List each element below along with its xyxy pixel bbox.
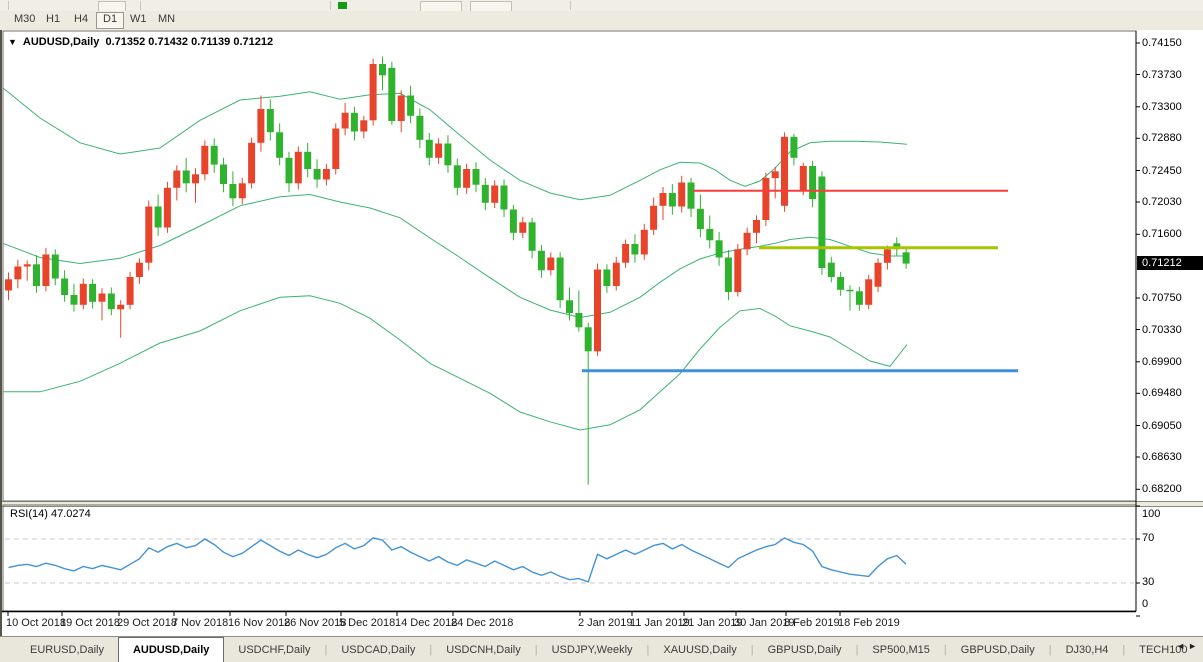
toolbar-separator: [8, 1, 9, 10]
tab-separator: |: [943, 643, 947, 656]
chart-tab-usdjpy-weekly[interactable]: USDJPY,Weekly: [551, 643, 633, 656]
date-axis[interactable]: [2, 612, 1203, 636]
timeframe-button-h4[interactable]: H4: [74, 13, 89, 25]
date-axis-label: 19 Oct 2018: [60, 617, 120, 629]
chart-tab-bar: EURUSD,Daily AUDUSD,Daily USDCHF,Daily | USD…: [0, 636, 1203, 662]
price-axis-label: 0.68630: [1142, 451, 1182, 463]
tab-separator: |: [750, 643, 754, 656]
rsi-value: 47.0274: [50, 508, 91, 520]
tab-scroll-left-icon[interactable]: ◄: [1176, 641, 1189, 651]
chart-tab-gbpusd-daily[interactable]: GBPUSD,Daily: [960, 643, 1035, 656]
date-axis-label: 7 Nov 2018: [172, 617, 229, 629]
chart-canvas[interactable]: [0, 30, 1203, 636]
chart-tab-eurusd-daily[interactable]: EURUSD,Daily: [30, 643, 104, 656]
price-axis-label: 0.70750: [1142, 292, 1182, 304]
timeframe-button-h1[interactable]: H1: [46, 13, 61, 25]
price-axis-label: 0.71600: [1142, 228, 1182, 241]
tab-separator: |: [324, 643, 328, 656]
tab-separator: |: [1122, 643, 1126, 656]
ohlc-high: 0.71432: [148, 36, 189, 48]
green-indicator-icon: [338, 2, 347, 9]
tab-separator: |: [646, 643, 650, 656]
tab-separator: |: [429, 643, 433, 656]
date-axis-label: 8 Feb 2019: [784, 617, 840, 629]
price-axis-label: 0.72880: [1142, 132, 1182, 145]
tab-scroll-right-icon[interactable]: ►: [1188, 641, 1200, 651]
rsi-axis-label: 70: [1142, 532, 1155, 544]
date-axis-label: 26 Nov 2018: [284, 617, 347, 629]
chart-tab-audusd-daily[interactable]: AUDUSD,Daily: [117, 637, 225, 662]
toolbar-separator: [330, 1, 331, 10]
date-axis-label: 10 Oct 2018: [6, 617, 66, 629]
chart-tab-xauusd-daily[interactable]: XAUUSD,Daily: [663, 643, 737, 656]
price-axis-label: 0.74150: [1142, 37, 1182, 49]
date-axis-label: 18 Feb 2019: [838, 617, 900, 629]
ohlc-low: 0.71139: [191, 36, 231, 48]
ohlc-open: 0.71352: [105, 36, 146, 48]
chart-tab-gbpusd-daily[interactable]: GBPUSD,Daily: [767, 643, 842, 656]
panel-splitter[interactable]: [2, 501, 1203, 507]
price-axis-label: 0.72030: [1142, 196, 1182, 208]
price-axis-label: 0.70330: [1142, 323, 1182, 336]
price-axis-label: 0.69900: [1142, 355, 1182, 368]
tab-separator: |: [534, 643, 538, 656]
chevron-down-icon[interactable]: ▼: [8, 37, 17, 47]
date-axis-label: 16 Nov 2018: [228, 617, 291, 629]
date-axis-label: 2 Jan 2019: [578, 617, 633, 629]
ohlc-close: 0.71212: [233, 36, 274, 48]
price-axis-label: 0.72450: [1142, 164, 1182, 177]
date-axis-label: 21 Jan 2019: [682, 617, 743, 629]
rsi-axis-label: 0: [1142, 598, 1149, 610]
tab-scroll-buttons: ◄►: [1176, 641, 1200, 651]
timeframe-button-w1[interactable]: W1: [130, 13, 147, 25]
chart-tab-usdcnh-daily[interactable]: USDCNH,Daily: [446, 643, 521, 656]
date-axis-label: 30 Jan 2019: [734, 617, 795, 629]
rsi-axis-label: 30: [1142, 576, 1155, 588]
price-axis-label: 0.73730: [1142, 68, 1182, 81]
rsi-indicator-label: RSI(14) 47.0274: [10, 508, 91, 520]
tab-separator: |: [855, 643, 859, 656]
rsi-name: RSI(14): [10, 508, 48, 520]
toolbar-separator: [140, 1, 141, 10]
timeframe-toolbar: M30 H1 H4 D1 W1 MN: [0, 11, 1203, 31]
chart-tab-dj30-h4[interactable]: DJ30,H4: [1065, 643, 1109, 656]
price-axis-label: 0.68200: [1142, 483, 1182, 496]
chart-tab-usdchf-daily[interactable]: USDCHF,Daily: [238, 643, 311, 656]
current-price-badge: 0.71212: [1137, 256, 1203, 271]
rsi-axis-label: 100: [1142, 508, 1161, 520]
date-axis-label: 24 Dec 2018: [451, 617, 514, 629]
price-axis-label: 0.69480: [1142, 387, 1182, 400]
chart-symbol: AUDUSD,Daily: [22, 36, 100, 48]
date-axis-label: 5 Dec 2018: [339, 617, 396, 629]
chart-tab-sp500-m15[interactable]: SP500,M15: [872, 643, 930, 656]
date-axis-label: 14 Dec 2018: [395, 617, 458, 629]
price-axis-label: 0.69050: [1142, 419, 1182, 432]
timeframe-button-d1[interactable]: D1: [96, 12, 125, 29]
tab-separator: |: [1048, 643, 1052, 656]
chart-tab-tech100[interactable]: TECH100: [1139, 643, 1188, 656]
timeframe-button-mn[interactable]: MN: [158, 13, 176, 25]
toolbar-separator: [570, 1, 571, 10]
price-axis-label: 0.73300: [1142, 100, 1182, 113]
date-axis-label: 11 Jan 2019: [630, 617, 690, 629]
timeframe-button-m30[interactable]: M30: [14, 13, 36, 25]
chart-tab-usdcad-daily[interactable]: USDCAD,Daily: [341, 643, 416, 656]
date-axis-label: 29 Oct 2018: [117, 617, 177, 629]
chart-title: ▼ AUDUSD,Daily 0.71352 0.71432 0.71139 0.…: [8, 36, 273, 48]
